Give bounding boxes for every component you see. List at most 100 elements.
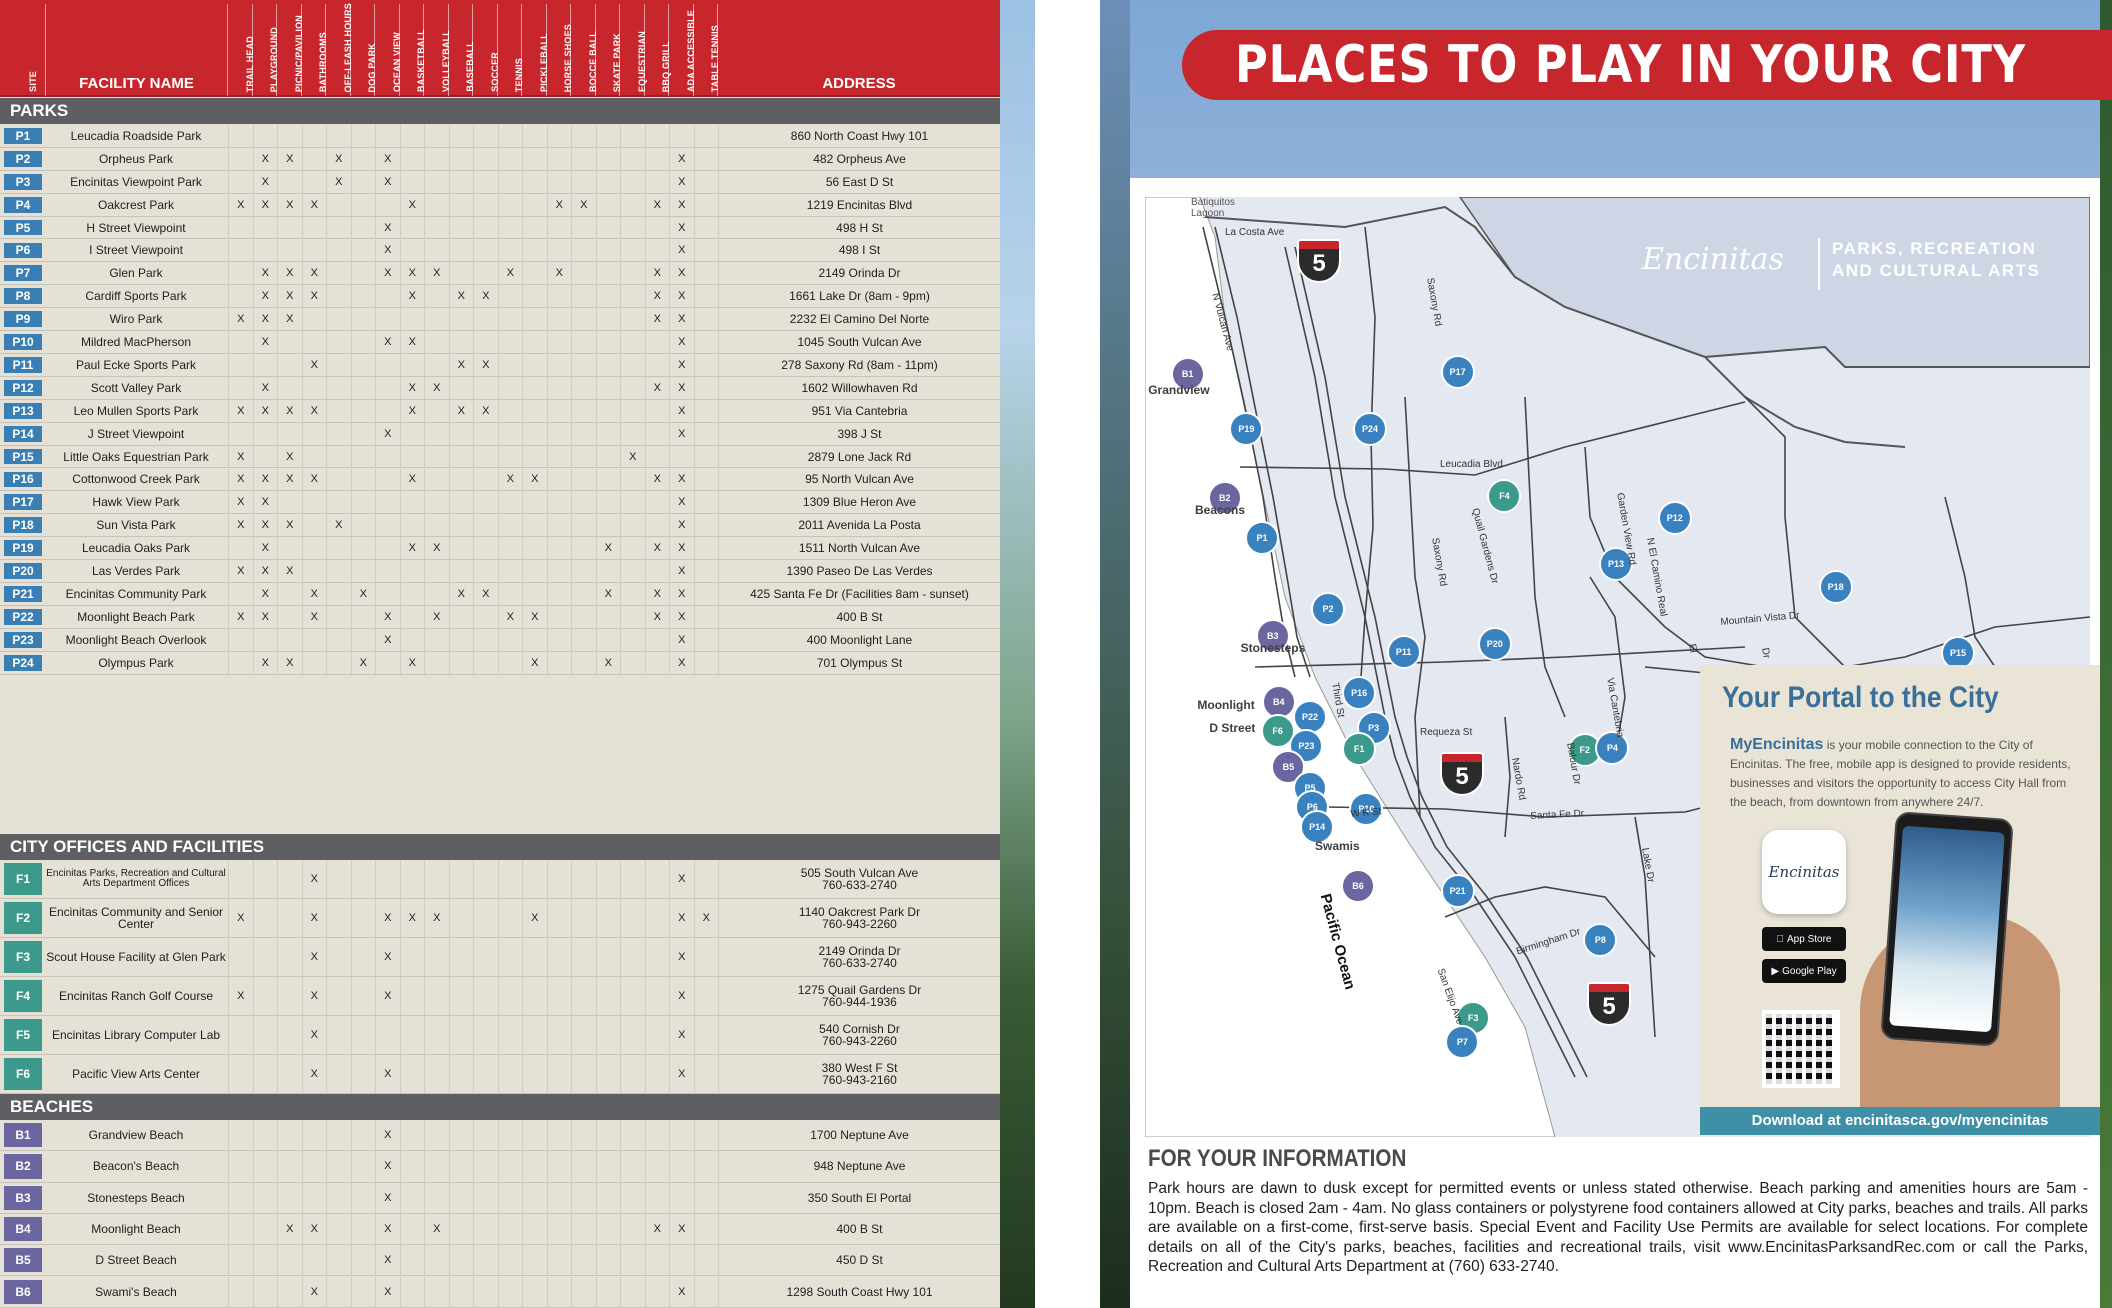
qr-code-icon[interactable] bbox=[1762, 1010, 1840, 1088]
amenity-cell bbox=[473, 938, 498, 976]
amenity-cell bbox=[399, 1182, 425, 1213]
map-pin[interactable]: P10 bbox=[1349, 792, 1384, 827]
map-pin[interactable]: F1 bbox=[1342, 732, 1377, 767]
app-store-button[interactable]: App Store bbox=[1762, 927, 1846, 951]
map-pin[interactable]: P24 bbox=[1353, 411, 1387, 446]
portal-desc-text: is your mobile connection to the City of… bbox=[1730, 738, 2071, 809]
map-pin[interactable]: B3 bbox=[1255, 619, 1290, 654]
amenity-cell bbox=[595, 1276, 621, 1307]
app-icon[interactable]: Encinitas bbox=[1762, 830, 1846, 914]
site-badge: F2 bbox=[4, 902, 42, 934]
map-pin[interactable]: P8 bbox=[1583, 923, 1618, 957]
amenity-cell bbox=[301, 1245, 327, 1276]
amenity-cell bbox=[620, 376, 645, 399]
amenity-cell bbox=[277, 583, 302, 605]
amenity-cell bbox=[546, 628, 572, 651]
map-pin[interactable]: P12 bbox=[1657, 500, 1692, 535]
amenity-mark: X bbox=[252, 308, 278, 331]
amenity-cell bbox=[228, 1213, 253, 1245]
amenity-cell bbox=[252, 1276, 278, 1307]
map-pin[interactable]: P4 bbox=[1595, 731, 1630, 765]
amenity-cell bbox=[252, 1120, 278, 1151]
facility-name: J Street Viewpoint bbox=[87, 426, 185, 441]
amenity-cell bbox=[277, 899, 302, 937]
map-pin[interactable]: B6 bbox=[1341, 869, 1375, 903]
amenity-cell bbox=[350, 216, 376, 239]
amenity-mark: X bbox=[228, 977, 253, 1015]
amenity-mark: X bbox=[571, 193, 596, 216]
map-pin[interactable]: P15 bbox=[1941, 636, 1975, 671]
site-badge: B6 bbox=[4, 1279, 42, 1304]
amenity-cell bbox=[350, 422, 376, 445]
palm-foliage-background bbox=[1000, 0, 1035, 1308]
amenity-cell bbox=[252, 1213, 278, 1245]
amenity-cell bbox=[497, 399, 523, 422]
header-amenity: ADA ACCESSIBLE bbox=[669, 4, 696, 96]
amenity-cell bbox=[252, 125, 278, 147]
table-row: P7 Glen Park X X X X X X X X X X 2149 Orinda Dr bbox=[0, 262, 1000, 286]
map-pin[interactable]: P22 bbox=[1293, 699, 1327, 734]
map-pin[interactable]: P21 bbox=[1440, 873, 1475, 908]
amenity-mark: X bbox=[644, 193, 670, 216]
amenity-mark: X bbox=[228, 560, 253, 582]
facility-address: 95 North Vulcan Ave bbox=[718, 468, 1000, 491]
amenity-cell bbox=[350, 125, 376, 147]
amenity-mark: X bbox=[497, 262, 523, 285]
amenity-mark: X bbox=[375, 1213, 400, 1245]
map-pin[interactable]: B1 bbox=[1170, 356, 1205, 391]
amenity-cell bbox=[522, 399, 547, 422]
map-pin[interactable]: P19 bbox=[1229, 411, 1264, 446]
google-play-button[interactable]: ▶ Google Play bbox=[1762, 959, 1846, 983]
map-pin[interactable]: F6 bbox=[1260, 714, 1295, 749]
amenity-mark: X bbox=[644, 1213, 670, 1245]
amenity-cell bbox=[546, 605, 572, 628]
address-line: 425 Santa Fe Dr (Facilities 8am - sunset… bbox=[750, 586, 969, 601]
amenity-cell bbox=[571, 899, 596, 937]
brand-block: Encinitas PARKS, RECREATION AND CULTURAL… bbox=[1642, 230, 2072, 300]
map-pin[interactable]: P7 bbox=[1445, 1025, 1480, 1059]
amenity-cell bbox=[277, 860, 302, 898]
map-pin[interactable]: P1 bbox=[1245, 521, 1279, 555]
map-pin[interactable]: B2 bbox=[1207, 481, 1242, 516]
map-pin[interactable]: P23 bbox=[1289, 728, 1324, 763]
map-pin[interactable]: B4 bbox=[1261, 685, 1296, 720]
portal-download-link[interactable]: Download at encinitasca.gov/myencinitas bbox=[1700, 1107, 2100, 1135]
amenity-cell bbox=[620, 1245, 645, 1276]
amenity-cell bbox=[424, 1245, 449, 1276]
map-pin[interactable]: P16 bbox=[1342, 675, 1377, 710]
facility-address: 2879 Lone Jack Rd bbox=[718, 445, 1000, 468]
amenity-cell bbox=[546, 583, 572, 605]
amenity-cell bbox=[571, 308, 596, 331]
amenity-cell bbox=[644, 1120, 670, 1151]
amenity-cell bbox=[350, 628, 376, 651]
amenity-cell bbox=[620, 514, 645, 537]
amenity-cell bbox=[424, 125, 449, 147]
map-pin[interactable]: P17 bbox=[1440, 355, 1475, 390]
amenity-mark: X bbox=[301, 1276, 327, 1307]
amenity-cell bbox=[571, 1276, 596, 1307]
map-pin[interactable]: P14 bbox=[1300, 810, 1335, 845]
address-line: 1390 Paseo De Las Verdes bbox=[786, 564, 933, 579]
amenity-cell bbox=[448, 537, 474, 560]
map-pin[interactable]: F4 bbox=[1487, 479, 1522, 513]
map-pin[interactable]: P20 bbox=[1477, 626, 1512, 661]
section-header-office: CITY OFFICES AND FACILITIES bbox=[0, 834, 1000, 860]
amenity-cell bbox=[228, 147, 253, 170]
map-pin[interactable]: P11 bbox=[1386, 635, 1421, 669]
amenity-cell bbox=[399, 422, 425, 445]
amenity-cell bbox=[546, 331, 572, 353]
amenity-mark: X bbox=[448, 285, 474, 308]
map-pin[interactable]: P13 bbox=[1599, 547, 1633, 582]
amenity-cell bbox=[326, 239, 351, 262]
table-row: F6 Pacific View Arts Center X X X 380 West F … bbox=[0, 1055, 1000, 1094]
amenity-cell bbox=[546, 938, 572, 976]
map-pin[interactable]: P2 bbox=[1311, 591, 1345, 626]
amenity-cell bbox=[228, 1276, 253, 1307]
map-pin[interactable]: P18 bbox=[1818, 570, 1853, 605]
amenity-cell bbox=[497, 938, 523, 976]
address-line: 1661 Lake Dr (8am - 9pm) bbox=[789, 289, 930, 304]
brand-dept-line2: AND CULTURAL ARTS bbox=[1832, 261, 2041, 280]
amenity-mark: X bbox=[326, 147, 351, 170]
amenity-cell bbox=[301, 376, 327, 399]
amenity-mark: X bbox=[277, 399, 302, 422]
